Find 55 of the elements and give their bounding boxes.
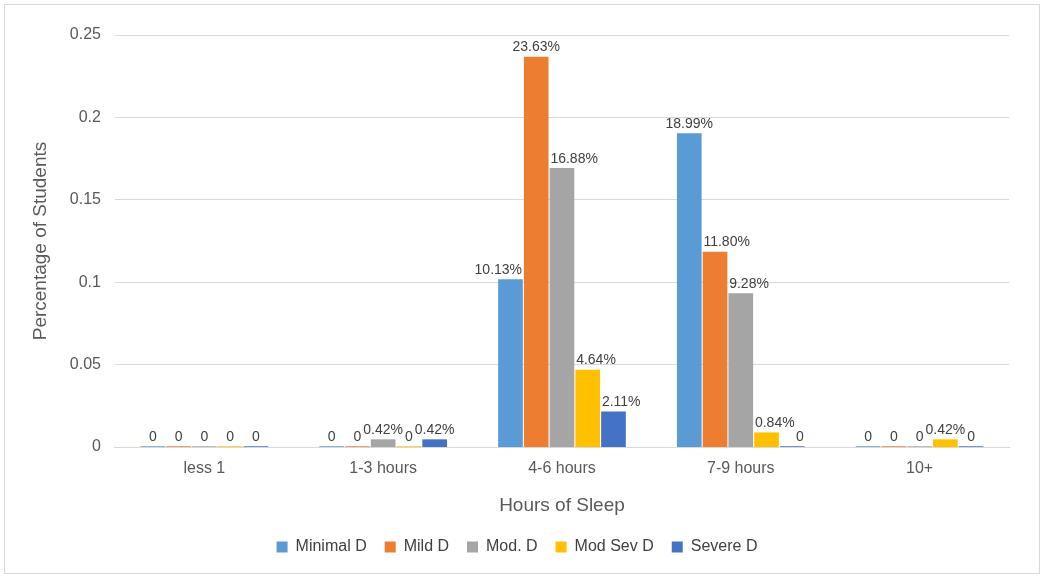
x-axis-title: Hours of Sleep <box>499 493 625 515</box>
legend-label: Mod Sev D <box>574 537 654 555</box>
bar <box>370 439 396 447</box>
data-label: 9.28% <box>729 274 769 291</box>
data-label: 0 <box>967 427 976 444</box>
x-tick-label: 10+ <box>906 459 934 477</box>
data-label: 0.42% <box>414 420 455 437</box>
y-tick-label: 0.25 <box>69 25 102 43</box>
data-label: 0 <box>915 427 924 444</box>
data-label: 0.42% <box>363 420 404 437</box>
data-label: 0 <box>148 427 157 444</box>
data-label: 0 <box>327 427 336 444</box>
legend-label: Mod. D <box>486 537 538 555</box>
y-tick-label: 0 <box>92 437 102 455</box>
x-tick-label: 1-3 hours <box>349 459 417 477</box>
data-label: 0 <box>864 427 873 444</box>
data-label: 2.11% <box>601 393 641 410</box>
y-tick-label: 0.15 <box>69 190 102 208</box>
data-label: 0 <box>226 427 235 444</box>
data-label: 0 <box>796 427 805 444</box>
x-tick-label: less 1 <box>183 459 226 477</box>
data-label: 11.80% <box>703 233 750 250</box>
legend-label: Minimal D <box>295 537 367 555</box>
data-label: 0 <box>405 427 414 444</box>
bar <box>933 439 958 447</box>
y-axis-title: Percentage of Students <box>28 141 50 341</box>
data-label: 0 <box>353 427 362 444</box>
data-label: 0 <box>889 427 898 444</box>
data-label: 16.88% <box>550 149 598 166</box>
bar <box>422 439 447 447</box>
y-tick-label: 0.05 <box>69 355 102 373</box>
data-label: 4.64% <box>576 351 616 368</box>
legend-label: Mild D <box>403 537 450 555</box>
bar <box>601 411 626 447</box>
legend-label: Severe D <box>690 537 758 555</box>
bar <box>498 279 523 447</box>
bar <box>728 293 754 447</box>
bar <box>702 251 728 447</box>
bar <box>754 432 779 447</box>
data-label: 0 <box>174 427 183 444</box>
data-label: 10.13% <box>474 260 523 277</box>
x-tick-label: 7-9 hours <box>706 459 775 477</box>
y-tick-label: 0.1 <box>78 272 102 290</box>
data-label: 0.84% <box>754 414 795 431</box>
data-label: 23.63% <box>512 38 560 55</box>
data-label: 0 <box>251 427 260 444</box>
x-tick-label: 4-6 hours <box>528 459 596 477</box>
bar <box>523 56 549 447</box>
y-tick-label: 0.2 <box>78 107 102 125</box>
data-label: 0.42% <box>925 420 966 437</box>
bar <box>549 168 575 447</box>
bar <box>676 133 702 447</box>
data-label: 18.99% <box>665 114 714 131</box>
bar <box>575 369 601 447</box>
data-label: 0 <box>200 427 209 444</box>
